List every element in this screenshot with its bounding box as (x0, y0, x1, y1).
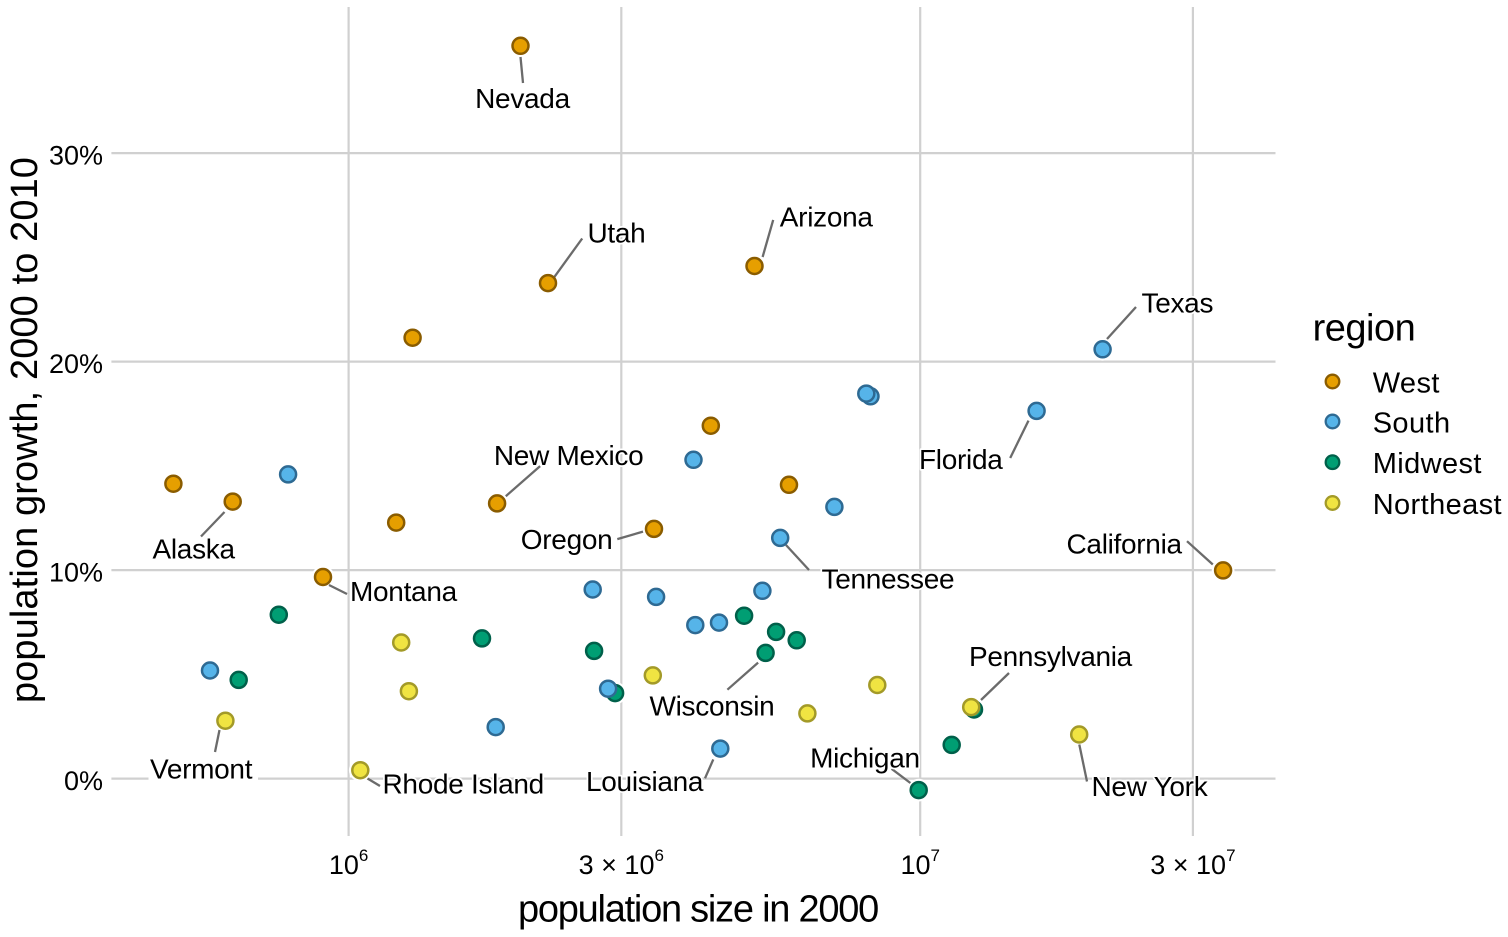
svg-text:Montana: Montana (350, 576, 458, 607)
svg-text:Northeast: Northeast (1373, 489, 1502, 521)
svg-text:Oregon: Oregon (521, 524, 613, 555)
svg-text:population growth, 2000 to 201: population growth, 2000 to 2010 (4, 157, 46, 703)
svg-text:New York: New York (1092, 771, 1209, 802)
svg-text:Tennessee: Tennessee (822, 564, 955, 595)
svg-text:Pennsylvania: Pennsylvania (969, 641, 1133, 672)
svg-text:Nevada: Nevada (475, 83, 570, 114)
svg-text:3 × 107: 3 × 107 (1150, 846, 1235, 880)
svg-text:Texas: Texas (1142, 288, 1214, 319)
svg-text:Midwest: Midwest (1373, 448, 1482, 480)
svg-text:Arizona: Arizona (780, 202, 874, 233)
svg-text:3 × 106: 3 × 106 (579, 846, 664, 880)
svg-text:Florida: Florida (919, 444, 1003, 475)
svg-text:California: California (1067, 529, 1183, 560)
svg-text:Nevada: Nevada (475, 83, 570, 114)
svg-text:West: West (1373, 368, 1440, 400)
svg-text:Texas: Texas (1142, 288, 1214, 319)
svg-text:population size in 2000: population size in 2000 (518, 889, 878, 931)
svg-text:Vermont: Vermont (150, 754, 253, 785)
svg-text:New York: New York (1092, 771, 1209, 802)
svg-text:region: region (1313, 308, 1416, 350)
svg-text:Rhode Island: Rhode Island (383, 769, 544, 800)
svg-text:Wisconsin: Wisconsin (650, 691, 775, 722)
svg-text:Louisiana: Louisiana (586, 766, 704, 797)
svg-text:Tennessee: Tennessee (822, 564, 955, 595)
svg-text:Montana: Montana (350, 576, 458, 607)
svg-text:Rhode Island: Rhode Island (383, 769, 544, 800)
svg-text:30%: 30% (49, 141, 103, 171)
svg-text:Oregon: Oregon (521, 524, 613, 555)
svg-text:Alaska: Alaska (153, 534, 236, 565)
svg-text:Michigan: Michigan (810, 743, 920, 774)
svg-text:Florida: Florida (919, 444, 1003, 475)
svg-text:New Mexico: New Mexico (494, 440, 643, 471)
svg-text:10%: 10% (49, 558, 103, 588)
svg-text:California: California (1067, 529, 1183, 560)
svg-text:Louisiana: Louisiana (586, 766, 704, 797)
svg-text:Michigan: Michigan (810, 743, 920, 774)
svg-text:Vermont: Vermont (150, 754, 253, 785)
svg-text:Alaska: Alaska (153, 534, 236, 565)
svg-text:Utah: Utah (588, 217, 646, 248)
svg-text:0%: 0% (64, 766, 103, 796)
svg-text:Arizona: Arizona (780, 202, 874, 233)
svg-text:Wisconsin: Wisconsin (650, 691, 775, 722)
svg-text:Pennsylvania: Pennsylvania (969, 641, 1133, 672)
svg-text:20%: 20% (49, 349, 103, 379)
svg-text:Utah: Utah (588, 217, 646, 248)
svg-text:South: South (1373, 408, 1451, 440)
svg-text:New Mexico: New Mexico (494, 440, 643, 471)
